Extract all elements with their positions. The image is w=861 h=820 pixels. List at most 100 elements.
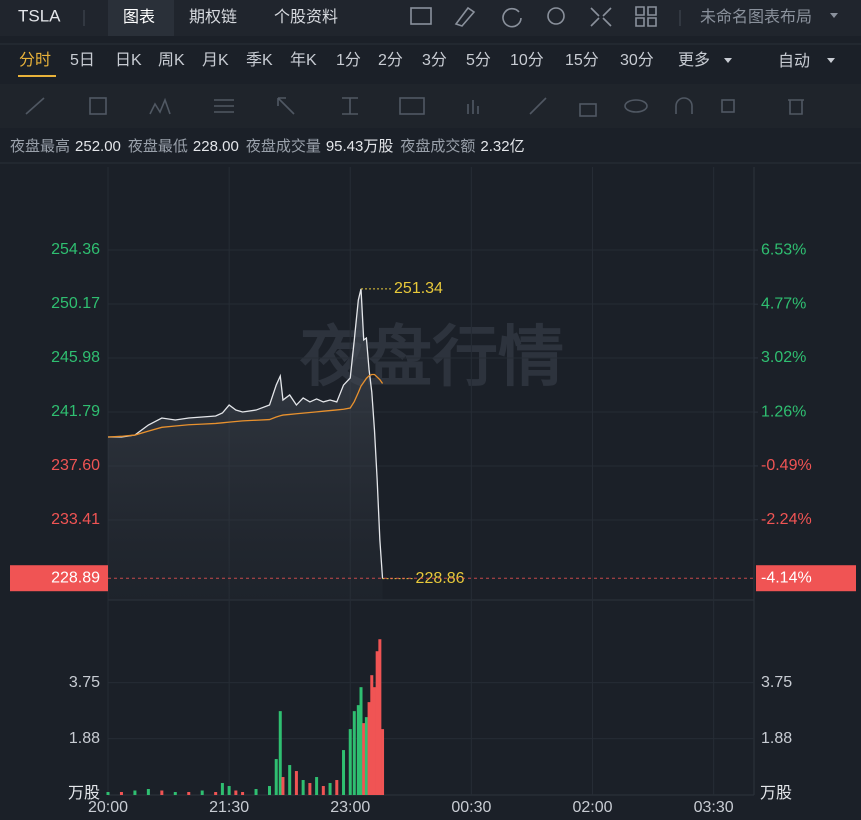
tool-icon[interactable] xyxy=(277,97,295,115)
period-button[interactable]: 更多 xyxy=(678,51,710,69)
stat-label: 夜盘成交额 xyxy=(400,137,475,155)
y-tick-label: 241.79 xyxy=(51,403,100,420)
dropdown-arrow[interactable] xyxy=(724,58,732,63)
tab[interactable]: 期权链 xyxy=(189,8,237,26)
x-tick-label: 03:30 xyxy=(694,799,734,816)
period-button[interactable]: 日K xyxy=(115,52,142,69)
period-button[interactable]: 5日 xyxy=(70,52,95,69)
icon[interactable] xyxy=(410,7,432,25)
tool-icon[interactable] xyxy=(675,97,693,114)
volume-bar xyxy=(348,729,352,795)
price-marker-box xyxy=(10,565,108,592)
y-tick-label: 250.17 xyxy=(51,295,100,312)
volume-bar xyxy=(375,651,379,795)
y2-tick-label: 3.02% xyxy=(761,349,806,366)
y-tick-label: 233.41 xyxy=(51,511,100,528)
tool-icon[interactable] xyxy=(721,99,735,113)
period-button[interactable]: 10分 xyxy=(510,51,544,69)
stat-value: 95.43万股 xyxy=(326,138,394,155)
tool-icon[interactable] xyxy=(342,97,358,115)
annotation-label: 251.34 xyxy=(394,280,443,297)
stat-value: 2.32亿 xyxy=(480,138,524,155)
volume-bar xyxy=(274,759,278,795)
period-button[interactable]: 月K xyxy=(202,52,229,69)
volume-bar xyxy=(370,675,374,795)
volume-bar xyxy=(119,792,123,795)
average-line xyxy=(107,373,384,438)
stat-value: 252.00 xyxy=(75,138,121,155)
pct-marker-box xyxy=(756,565,856,592)
stat-value: 228.00 xyxy=(193,138,239,155)
y2-tick-label: 6.53% xyxy=(761,241,806,258)
tool-icon[interactable] xyxy=(529,97,547,115)
layout-name[interactable]: 未命名图表布局 xyxy=(700,8,812,26)
volume-bar xyxy=(328,783,332,795)
icon[interactable] xyxy=(547,7,565,25)
tool-icon[interactable] xyxy=(25,97,45,115)
tool-icon[interactable] xyxy=(624,99,648,113)
volume-bar xyxy=(254,789,258,795)
drawing-toolbar xyxy=(0,84,861,128)
y2-tick-label: 3.75 xyxy=(761,674,792,691)
tab[interactable]: 图表 xyxy=(123,8,155,26)
drawing-tools xyxy=(25,97,804,117)
period-button[interactable]: 3分 xyxy=(422,51,447,69)
dropdown-arrow[interactable] xyxy=(827,58,835,63)
volume-bar xyxy=(308,783,312,795)
period-button[interactable]: 5分 xyxy=(466,51,491,69)
volume-bar xyxy=(187,792,191,795)
volume-bar xyxy=(372,687,376,795)
tab[interactable]: 个股资料 xyxy=(274,8,338,26)
stat-label: 夜盘最低 xyxy=(128,137,188,155)
icon[interactable] xyxy=(454,6,476,27)
icon[interactable] xyxy=(590,7,612,27)
stat-label: 夜盘成交量 xyxy=(246,137,321,155)
volume-bar xyxy=(227,786,231,795)
tool-icon[interactable] xyxy=(149,97,171,115)
period-button[interactable]: 季K xyxy=(246,51,273,69)
volume-bar xyxy=(220,783,224,795)
y-tick-label: 1.88 xyxy=(69,730,100,747)
period-button[interactable]: 分时 xyxy=(19,51,51,69)
x-tick-label: 23:00 xyxy=(330,799,370,816)
period-button[interactable]: 15分 xyxy=(565,51,599,69)
volume-bar xyxy=(294,771,298,795)
volume-bar xyxy=(364,717,368,795)
period-button[interactable]: 周K xyxy=(158,52,185,69)
y-tick-label: 254.36 xyxy=(51,241,100,258)
volume-bar xyxy=(241,792,245,795)
period-button[interactable]: 1分 xyxy=(336,51,361,69)
dropdown-arrow[interactable] xyxy=(830,13,838,18)
tool-icon[interactable] xyxy=(399,97,425,115)
icon[interactable] xyxy=(635,6,657,27)
tool-icon[interactable] xyxy=(467,100,479,114)
pct-marker-label: -4.14% xyxy=(761,569,812,586)
volume-bar xyxy=(335,780,339,795)
tool-icon[interactable] xyxy=(214,99,234,113)
mode-button[interactable]: 自动 xyxy=(778,52,810,70)
volume-bar xyxy=(173,792,177,795)
period-button[interactable]: 年K xyxy=(290,51,317,69)
volume-bar xyxy=(281,777,285,795)
icon[interactable] xyxy=(502,7,522,28)
tool-icon[interactable] xyxy=(89,97,107,115)
volume-bar xyxy=(359,687,363,795)
volume-bar xyxy=(106,792,110,795)
symbol: TSLA xyxy=(18,6,61,25)
volume-bar xyxy=(234,790,238,795)
y-tick-label: 3.75 xyxy=(69,674,100,691)
x-tick-label: 21:30 xyxy=(209,799,249,816)
period-button[interactable]: 30分 xyxy=(620,51,654,69)
volume-bar xyxy=(381,729,385,795)
volume-bar xyxy=(146,789,150,795)
period-button[interactable]: 2分 xyxy=(378,51,403,69)
tool-icon[interactable] xyxy=(788,99,804,115)
unit-label: 万股 xyxy=(68,784,100,802)
x-tick-label: 00:30 xyxy=(451,799,491,816)
tool-icon[interactable] xyxy=(579,103,597,117)
y2-tick-label: 4.77% xyxy=(761,295,806,312)
volume-bar xyxy=(367,702,371,795)
y2-tick-label: -2.24% xyxy=(761,511,812,528)
